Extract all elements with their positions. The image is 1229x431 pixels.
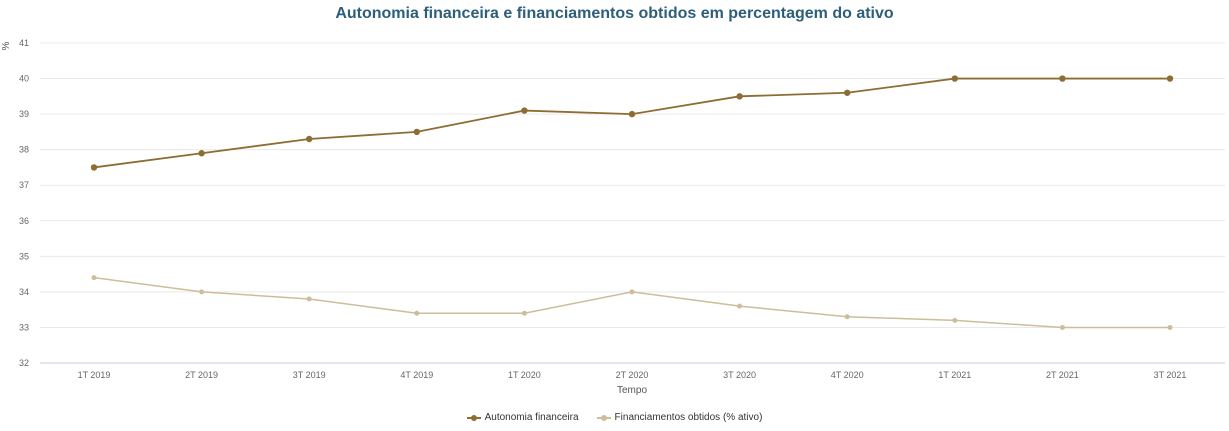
data-point[interactable]	[844, 314, 850, 320]
y-tick-label: 34	[19, 287, 29, 297]
y-tick-label: 41	[19, 38, 29, 48]
series-line	[93, 276, 1170, 329]
data-point[interactable]	[737, 303, 743, 309]
x-tick-label: 3T 2019	[293, 370, 326, 380]
legend-marker-icon	[596, 414, 611, 422]
y-tick-label: 40	[19, 74, 29, 84]
x-tick-label: 3T 2021	[1154, 370, 1187, 380]
y-tick-label: 39	[19, 109, 29, 119]
data-point[interactable]	[199, 289, 205, 295]
data-point[interactable]	[90, 164, 98, 171]
x-axis-ticks: 1T 2019 2T 2019 3T 2019 4T 2019 1T 2020 2T 20…	[78, 370, 1187, 380]
data-point[interactable]	[1059, 75, 1066, 82]
data-point[interactable]	[198, 150, 205, 157]
data-point[interactable]	[1167, 324, 1173, 330]
x-tick-label: 4T 2020	[831, 370, 864, 380]
legend-item[interactable]: Financiamentos obtidos (% ativo)	[596, 412, 763, 423]
legend-marker-icon	[466, 414, 481, 422]
y-axis-title: %	[1, 41, 12, 50]
legend-label: Autonomia financeira	[484, 412, 579, 423]
y-tick-label: 38	[19, 145, 29, 155]
gridlines	[40, 42, 1225, 328]
x-tick-label: 1T 2021	[938, 370, 971, 380]
data-point[interactable]	[521, 310, 527, 316]
data-point[interactable]	[521, 107, 528, 114]
series-layer	[90, 75, 1174, 330]
data-point[interactable]	[629, 289, 635, 295]
x-tick-label: 3T 2020	[723, 370, 756, 380]
legend-item[interactable]: Autonomia financeira	[466, 412, 579, 423]
data-point[interactable]	[1059, 324, 1065, 330]
x-tick-label: 1T 2020	[508, 370, 541, 380]
series-1	[90, 75, 1174, 171]
y-tick-label: 32	[19, 358, 29, 368]
data-point[interactable]	[306, 135, 313, 143]
y-axis-ticks: 32 33 34 35 36 37 38 39 40 41	[19, 38, 29, 368]
x-axis-title: Tempo	[617, 385, 647, 396]
data-point[interactable]	[628, 110, 636, 118]
series-line	[93, 77, 1170, 169]
legend: Autonomia financeira Financiamentos obtid…	[0, 412, 1229, 423]
x-tick-label: 1T 2019	[78, 370, 111, 380]
y-tick-label: 33	[19, 322, 29, 332]
data-point[interactable]	[951, 75, 958, 82]
y-tick-label: 36	[19, 216, 29, 226]
x-tick-label: 4T 2019	[400, 370, 433, 380]
data-point[interactable]	[952, 317, 958, 323]
y-tick-label: 35	[19, 251, 29, 261]
data-point[interactable]	[91, 275, 97, 281]
chart-title: Autonomia financeira e financiamentos ob…	[335, 5, 894, 22]
x-tick-label: 2T 2019	[185, 370, 218, 380]
data-point[interactable]	[736, 93, 743, 100]
x-tick-label: 2T 2021	[1046, 370, 1079, 380]
data-point[interactable]	[306, 296, 312, 302]
legend-label: Financiamentos obtidos (% ativo)	[614, 412, 763, 423]
series-2	[91, 275, 1173, 330]
data-point[interactable]	[1166, 75, 1174, 82]
y-tick-label: 37	[19, 180, 29, 190]
x-tick-label: 2T 2020	[616, 370, 649, 380]
data-point[interactable]	[413, 128, 420, 136]
data-point[interactable]	[414, 310, 420, 316]
data-point[interactable]	[844, 89, 851, 96]
